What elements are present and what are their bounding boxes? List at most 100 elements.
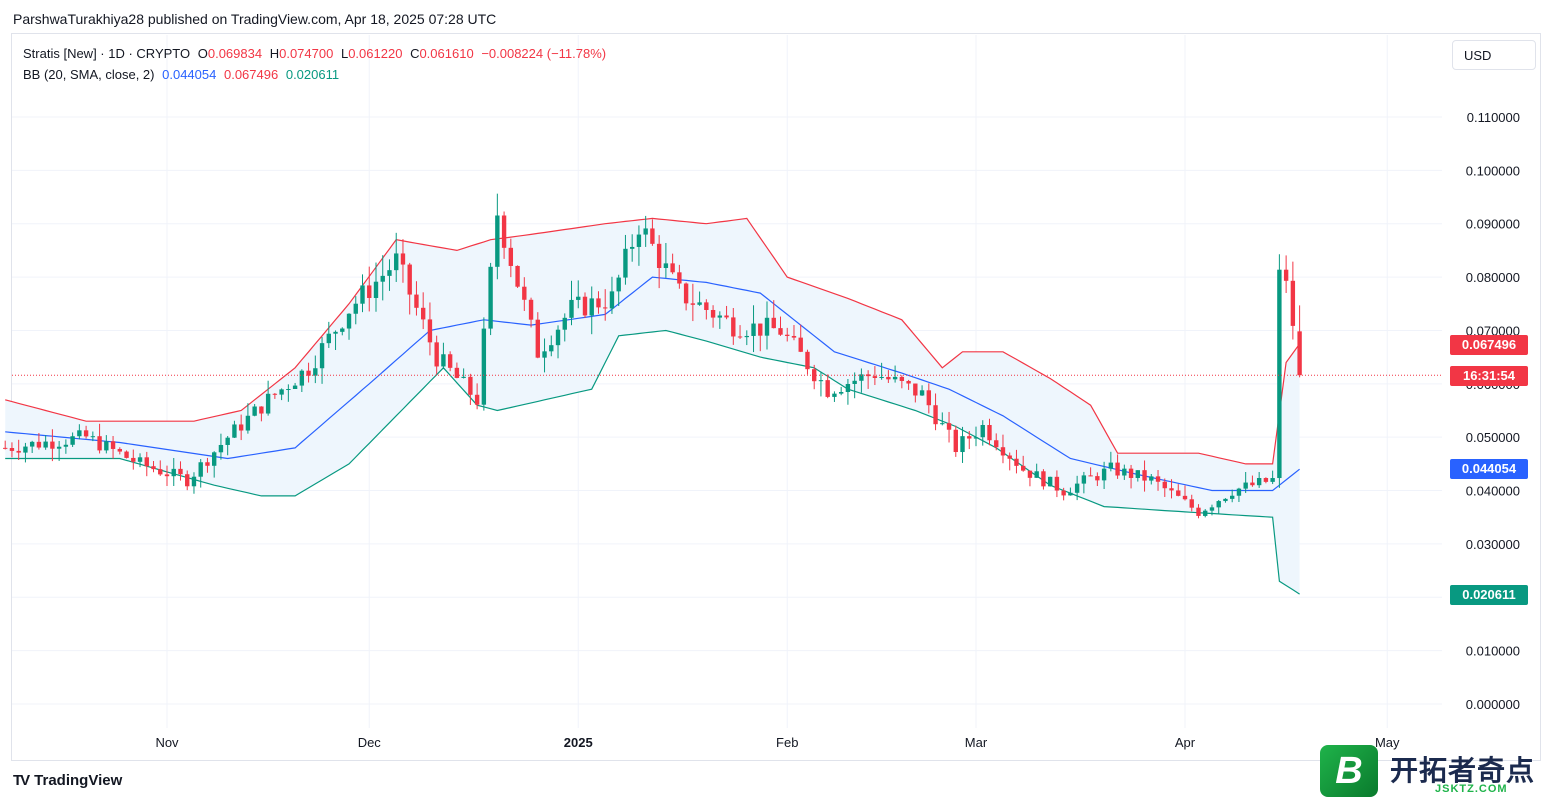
candle-body — [1250, 482, 1255, 486]
y-tick-label: 0.040000 — [1466, 484, 1520, 499]
candle-body — [636, 234, 642, 247]
candle-body — [818, 380, 824, 382]
candle-body — [225, 437, 230, 445]
candle-body — [164, 474, 170, 477]
candle-body — [1034, 471, 1039, 478]
candle-body — [603, 307, 608, 309]
candle-body — [967, 436, 972, 439]
candle-body — [63, 444, 69, 447]
tradingview-brand[interactable]: TV TradingView — [13, 772, 122, 789]
symbol-label[interactable]: Stratis [New] · 1D · CRYPTO — [23, 46, 191, 61]
candle-body — [1014, 458, 1019, 466]
candle-body — [1021, 465, 1026, 471]
candle-body — [488, 266, 493, 329]
candle-body — [191, 476, 197, 487]
currency-button[interactable]: USD — [1452, 40, 1536, 70]
candle-body — [1189, 499, 1194, 508]
high-value: 0.074700 — [279, 46, 334, 61]
candle-body — [940, 423, 945, 425]
candle-body — [643, 228, 648, 235]
candle-body — [29, 441, 35, 447]
watermark-sub: JSKTZ.COM — [1435, 783, 1508, 795]
y-tick-label: 0.110000 — [1467, 110, 1520, 125]
candle-body — [1095, 476, 1100, 481]
candle-body — [549, 345, 554, 352]
candle-body — [117, 448, 122, 452]
candle-body — [1216, 501, 1221, 508]
candle-body — [77, 430, 82, 437]
candle-body — [468, 376, 473, 395]
candle-body — [447, 354, 453, 368]
bb-label[interactable]: BB (20, SMA, close, 2) — [23, 67, 155, 82]
candle-body — [1182, 495, 1188, 500]
candle-body — [582, 296, 588, 316]
countdown-tag: 16:31:54 — [1450, 366, 1528, 386]
candle-body — [1169, 488, 1174, 491]
candle-body — [677, 272, 682, 284]
candle-body — [953, 429, 958, 453]
candle-body — [420, 307, 426, 320]
candle-body — [663, 263, 669, 268]
candle-body — [380, 275, 385, 282]
candle-body — [812, 369, 817, 382]
candle-body — [886, 376, 891, 380]
candles — [3, 193, 1302, 519]
y-axis: 0.110000 0.100000 0.090000 0.080000 0.070000… — [1466, 110, 1520, 712]
candle-body — [508, 247, 514, 266]
candle-body — [481, 328, 487, 405]
candle-body — [825, 380, 830, 397]
open-label: O — [197, 46, 208, 61]
change-value: −0.008224 (−11.78%) — [481, 46, 607, 61]
candle-body — [110, 441, 116, 449]
bb-band-fill — [5, 218, 1300, 595]
candle-body — [542, 351, 547, 358]
candle-body — [1088, 475, 1093, 477]
candle-body — [178, 468, 183, 475]
candle-body — [683, 283, 689, 304]
candle-body — [1196, 507, 1201, 516]
candle-body — [1128, 468, 1134, 478]
candle-body — [1142, 470, 1147, 481]
candle-body — [960, 436, 965, 453]
bb-basis-value: 0.044054 — [162, 67, 217, 82]
y-tick-label: 0.090000 — [1466, 217, 1520, 232]
candle-body — [758, 323, 763, 336]
candle-body — [306, 370, 311, 376]
x-tick-label: Apr — [1175, 735, 1196, 750]
candle-body — [1203, 510, 1208, 516]
upper-band-price-tag: 0.067496 — [1450, 335, 1528, 355]
tradingview-brand-text: TradingView — [34, 772, 123, 789]
candle-body — [434, 342, 439, 367]
candle-body — [744, 335, 749, 338]
watermark-text: 开拓者奇点 — [1390, 755, 1536, 786]
high-label: H — [269, 46, 280, 61]
candle-body — [292, 385, 298, 389]
x-tick-label: Dec — [358, 735, 382, 750]
candle-body — [1007, 455, 1012, 459]
candle-body — [83, 430, 89, 437]
candle-body — [1162, 481, 1167, 489]
candle-body — [785, 334, 790, 336]
candle-body — [569, 299, 574, 318]
candle-body — [1047, 476, 1053, 487]
candle-body — [407, 264, 412, 295]
candle-body — [346, 313, 352, 329]
candle-body — [252, 406, 257, 416]
candle-body — [272, 393, 278, 395]
candle-body — [205, 462, 210, 466]
candle-body — [872, 376, 878, 378]
y-tick-label: 0.070000 — [1466, 323, 1520, 338]
candle-body — [171, 468, 176, 477]
candle-body — [522, 286, 527, 300]
candle-body — [1290, 280, 1296, 326]
candle-body — [805, 351, 810, 370]
candle-body — [238, 424, 244, 431]
candle-body — [1122, 468, 1127, 476]
candle-body — [1054, 476, 1060, 491]
y-tick-label: 0.100000 — [1466, 163, 1520, 178]
candle-body — [319, 343, 325, 369]
candle-body — [1209, 507, 1215, 511]
basis-price-tag: 0.044054 — [1450, 459, 1528, 479]
candle-body — [212, 452, 217, 466]
